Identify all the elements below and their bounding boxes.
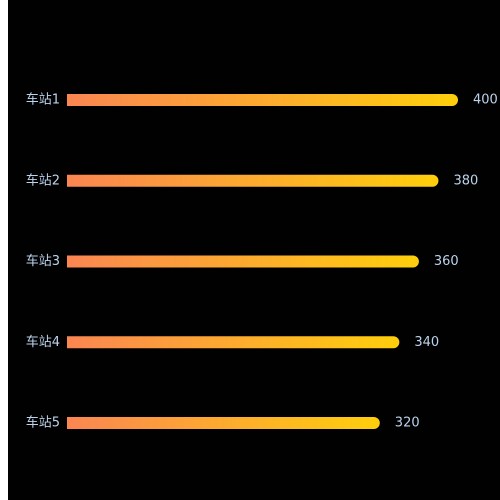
category-label-3: 车站3 (26, 253, 60, 269)
bar-1[interactable] (67, 94, 458, 106)
bar-3[interactable] (67, 255, 419, 268)
category-label-4: 车站4 (26, 334, 60, 350)
bar-4[interactable] (67, 336, 400, 349)
bars-layer (67, 94, 458, 429)
category-label-5: 车站5 (26, 415, 60, 431)
value-label-4: 340 (414, 335, 439, 350)
category-label-1: 车站1 (26, 92, 60, 108)
value-label-5: 320 (395, 416, 420, 431)
value-label-1: 400 (473, 93, 498, 108)
category-label-2: 车站2 (26, 172, 60, 188)
bar-2[interactable] (67, 174, 439, 187)
bar-5[interactable] (67, 417, 380, 429)
value-label-2: 380 (453, 173, 478, 188)
chart-background (8, 0, 500, 500)
value-label-3: 360 (434, 254, 459, 269)
labels-layer: 车站1 400 车站2 380 车站3 360 车站4 340 车站5 320 (26, 92, 498, 431)
